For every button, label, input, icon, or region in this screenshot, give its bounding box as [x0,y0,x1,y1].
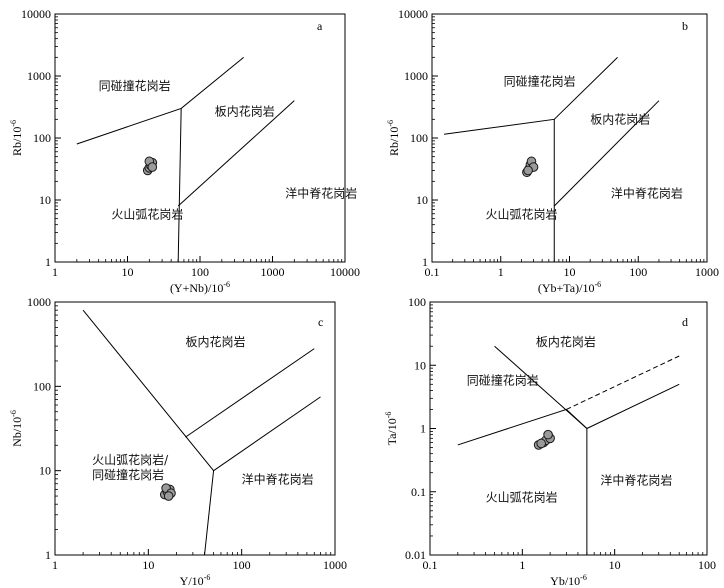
x-tick-label: 1000 [323,558,347,572]
plot-frame [54,13,346,263]
field-label: 洋中脊花岗岩 [285,185,357,200]
field-label: 火山弧花岗岩 [485,207,557,222]
y-tick-label: 10000 [21,7,51,21]
x-tick-label: 100 [191,265,209,279]
field-boundary [177,108,182,263]
panel-letter: d [682,315,688,329]
y-tick-label: 1 [45,548,51,562]
y-tick-label: 1 [420,422,426,436]
field-label: 火山弧花岗岩 [111,207,183,222]
field-label: 板内花岗岩 [185,334,245,349]
y-tick-label: 10 [414,358,426,372]
y-tick-label: 10000 [398,7,428,21]
x-tick-label: 10 [564,265,576,279]
y-tick-label: 10 [39,464,51,478]
panel-b: 0.1 1 10 100 1000110100100010000(Yb+Ta)/10-6… [386,7,719,295]
field-boundary [76,56,244,145]
y-axis-label: Nb/10-6 [9,410,24,447]
x-tick-label: 1 [498,265,504,279]
y-axis-label-exponent: -6 [9,410,18,417]
y-tick-label: 0.01 [405,548,426,562]
panel-a: 1 10 100 1000 10000 1 10 100 1000 10000 (Y+Nb)/10-… [9,7,360,295]
x-tick-label: 1000 [261,265,285,279]
y-axis-label: Ta/10-6 [384,412,399,446]
field-label: 洋中脊花岗岩 [611,185,683,200]
panel-c: 1 10 100 1000 1 10 100 1000 Y/10-6 Nb/10-6 c 板内花岗岩火… [9,295,347,588]
y-tick-label: 10 [39,193,51,207]
field-boundary [185,348,315,438]
x-tick-label: 10000 [330,265,360,279]
y-tick-label: 10 [416,193,428,207]
field-boundary [177,100,295,207]
panel-letter: a [317,19,323,33]
y-tick-label: 1000 [404,69,428,83]
x-axis-label-exponent: -6 [223,280,230,289]
y-axis-label: Rb/10-6 [386,120,401,156]
panel-letter: c [318,315,323,329]
field-label: 同碰撞花岗岩 [504,74,576,89]
y-tick-label: 100 [33,131,51,145]
field-label: 火山弧花岗岩/ [92,452,169,467]
x-tick-label: 100 [629,265,647,279]
sample-point [147,162,158,172]
field-label: 板内花岗岩 [215,104,275,119]
field-label: 洋中脊花岗岩 [242,472,314,487]
plot-frame [431,13,708,263]
field-label: 同碰撞花岗岩 [99,78,171,93]
y-tick-label: 100 [410,131,428,145]
y-axis-label-exponent: -6 [386,120,395,127]
field-boundary [553,100,660,207]
sample-point [543,429,553,440]
panel-d: 0.1 1 10 1000.010.1110100Yb/10-6Ta/10-6d板内花… [384,295,716,588]
field-boundary [586,383,680,429]
x-tick-label: 1000 [695,265,719,279]
y-axis-label-exponent: -6 [384,412,393,419]
x-tick-label: 1 [52,558,58,572]
x-axis-label-exponent: -6 [580,573,587,582]
x-axis-label: (Yb+Ta)/10-6 [538,280,601,295]
field-label: 板内花岗岩 [536,334,596,349]
x-tick-label: 1 [519,558,525,572]
field-label: 同碰撞花岗岩 [92,467,164,482]
field-label: 同碰撞花岗岩 [467,372,539,387]
x-tick-label: 10 [609,558,621,572]
x-axis-label: Yb/10-6 [550,573,587,588]
x-tick-label: 100 [233,558,251,572]
x-axis-label-exponent: -6 [594,280,601,289]
y-tick-label: 1000 [27,295,51,309]
y-tick-label: 1 [422,255,428,269]
field-boundary-dashed [566,355,680,410]
x-tick-label: 100 [698,558,716,572]
x-axis-label: Y/10-6 [180,573,211,588]
y-tick-label: 0.1 [411,485,426,499]
x-tick-label: 10 [142,558,154,572]
y-axis-label: Rb/10-6 [9,120,24,156]
panel-letter: b [682,19,688,33]
sample-point [163,491,174,501]
field-boundary [457,408,588,446]
x-tick-label: 1 [52,265,58,279]
y-tick-label: 100 [33,379,51,393]
y-tick-label: 1000 [27,69,51,83]
y-tick-label: 1 [45,255,51,269]
y-axis-label-exponent: -6 [9,120,18,127]
y-tick-label: 100 [408,295,426,309]
field-label: 板内花岗岩 [590,112,650,127]
field-boundary [213,396,321,472]
x-axis-label: (Y+Nb)/10-6 [170,280,230,295]
x-tick-label: 0.1 [423,558,438,572]
x-tick-label: 10 [122,265,134,279]
x-tick-label: 0.1 [425,265,440,279]
plot-frame [54,301,336,556]
sample-point [536,438,546,449]
field-label: 火山弧花岗岩 [486,490,558,505]
field-label: 洋中脊花岗岩 [600,473,672,488]
sample-point [523,165,533,176]
x-axis-label-exponent: -6 [204,573,211,582]
